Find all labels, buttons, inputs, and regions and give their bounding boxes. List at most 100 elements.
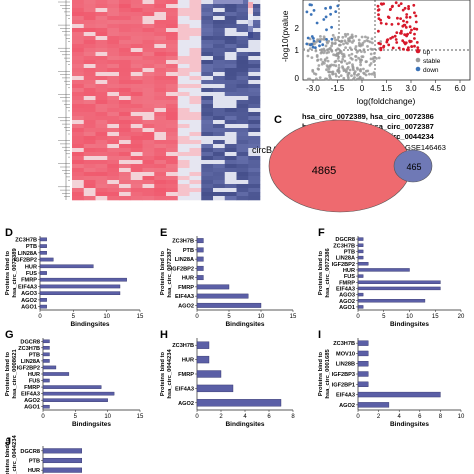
bar-category-label: FUS <box>26 271 37 277</box>
bar <box>196 293 249 299</box>
bar <box>42 448 82 454</box>
volcano-points <box>302 1 420 81</box>
volcano-point-up <box>400 31 403 35</box>
bar-category-label: HUR <box>343 268 355 274</box>
bar-panel-i: I ZC3H7B MOV10 LIN28B IGF2BP3 IGF2BP1 EIF4A3 AG… <box>318 329 465 428</box>
volcano-point-stable <box>343 39 347 43</box>
volcano-point-stable <box>371 41 374 45</box>
volcano-point-stable <box>360 35 364 39</box>
venn-left-count: 4865 <box>312 165 336 177</box>
bar-category-label: DGCR8 <box>335 237 355 243</box>
volcano-point-stable <box>343 32 347 36</box>
volcano-point-stable <box>308 47 312 50</box>
volcano-point-stable <box>370 72 374 76</box>
volcano-point-down <box>329 6 332 10</box>
volcano-point-stable <box>360 58 363 62</box>
volcano-point-up <box>394 1 398 5</box>
bar <box>42 378 50 383</box>
bar-category-label: ZC3H7B <box>18 346 40 352</box>
volcano-point-up <box>413 37 416 40</box>
volcano-point-stable <box>359 63 362 67</box>
volcano-point-stable <box>354 34 358 38</box>
volcano-point-stable <box>326 59 330 63</box>
volcano-point-stable <box>314 49 318 53</box>
bar <box>39 284 121 289</box>
volcano-point-down <box>318 40 322 43</box>
volcano-point-stable <box>366 36 370 40</box>
volcano-point-down <box>329 12 332 16</box>
volcano-point-stable <box>317 64 321 67</box>
volcano-point-stable <box>344 46 347 50</box>
volcano-point-up <box>405 13 409 16</box>
volcano-point-stable <box>340 60 343 64</box>
volcano-point-stable <box>310 56 314 59</box>
volcano-point-stable <box>337 66 341 69</box>
volcano-point-up <box>407 7 410 11</box>
bar <box>42 365 57 370</box>
bar <box>39 264 94 269</box>
volcano-x-tick: -3.0 <box>306 84 320 93</box>
bar <box>42 352 50 357</box>
volcano-point-stable <box>306 49 310 53</box>
bar <box>357 237 364 241</box>
volcano-point-up <box>414 14 418 18</box>
bar-x-tick-label: 0 <box>195 314 199 320</box>
bar-category-label: DGCR8 <box>20 449 40 455</box>
volcano-point-stable <box>337 35 340 39</box>
binding-site-bar-charts: DZC3H7BPTBLIN28AIGF2BP2HURFUSFMRPEIF4A3A… <box>5 227 465 474</box>
volcano-point-stable <box>319 51 323 55</box>
volcano-point-up <box>402 23 406 27</box>
volcano-point-stable <box>346 67 349 71</box>
bar-y-axis-label-id: hsa_circ_0044234 <box>167 349 173 399</box>
bar <box>357 299 426 303</box>
bar <box>196 370 222 378</box>
volcano-x-tick: 0 <box>360 84 365 93</box>
volcano-point-stable <box>338 49 342 53</box>
bar-x-axis-label: Bindingsites <box>390 321 429 328</box>
bar-y-axis-label-id: hsa_circ_0044234 <box>12 435 18 474</box>
bar-x-tick-label: 5 <box>72 314 76 320</box>
volcano-point-stable <box>341 55 345 58</box>
volcano-point-stable <box>334 74 338 78</box>
volcano-point-up <box>395 41 399 44</box>
volcano-point-stable <box>339 74 343 77</box>
volcano-point-stable <box>334 64 338 68</box>
volcano-point-stable <box>372 60 376 63</box>
volcano-point-stable <box>365 60 368 63</box>
bar-category-label: PTB <box>26 244 37 250</box>
bar <box>196 275 204 281</box>
panel-letter-f: F <box>318 227 325 239</box>
volcano-point-stable <box>347 71 351 75</box>
volcano-point-stable <box>351 66 355 69</box>
bar-panel-j: J DGCR8 PTB HUR Proteins bind to hsa_circ_004… <box>5 435 82 474</box>
bar-category-label: AGO3 <box>21 291 37 297</box>
bar-y-axis-label-id: hsa_circ_0072387 <box>167 248 173 297</box>
volcano-point-down <box>312 39 316 43</box>
volcano-point-up <box>409 31 412 34</box>
bar-y-axis-label: Proteins bind to <box>318 351 324 396</box>
volcano-point-stable <box>332 53 335 57</box>
bar-x-tick-label: 15 <box>137 414 144 420</box>
volcano-point-up <box>405 34 408 38</box>
volcano-point-stable <box>360 50 363 53</box>
volcano-point-up <box>379 21 383 25</box>
venn-circbank-circle <box>268 119 412 213</box>
volcano-point-stable <box>339 43 342 47</box>
volcano-point-down <box>312 9 316 12</box>
bar-category-label: LIN28A <box>336 256 355 262</box>
volcano-point-up <box>379 46 383 50</box>
volcano-x-tick: 1.5 <box>381 84 393 93</box>
bar <box>39 244 47 248</box>
bar-category-label: LIN28A <box>21 359 40 365</box>
volcano-point-up <box>403 42 407 46</box>
volcano-point-stable <box>327 50 330 54</box>
circ-id-line-1: hsa_circ_0072389, hsa_circ_0072386 <box>302 112 434 121</box>
volcano-point-down <box>306 36 310 40</box>
bar-x-tick-label: 15 <box>290 314 297 320</box>
volcano-point-up <box>413 11 416 15</box>
volcano-point-stable <box>346 32 350 36</box>
volcano-point-stable <box>318 76 322 79</box>
bar <box>196 238 204 244</box>
bar <box>39 257 54 262</box>
